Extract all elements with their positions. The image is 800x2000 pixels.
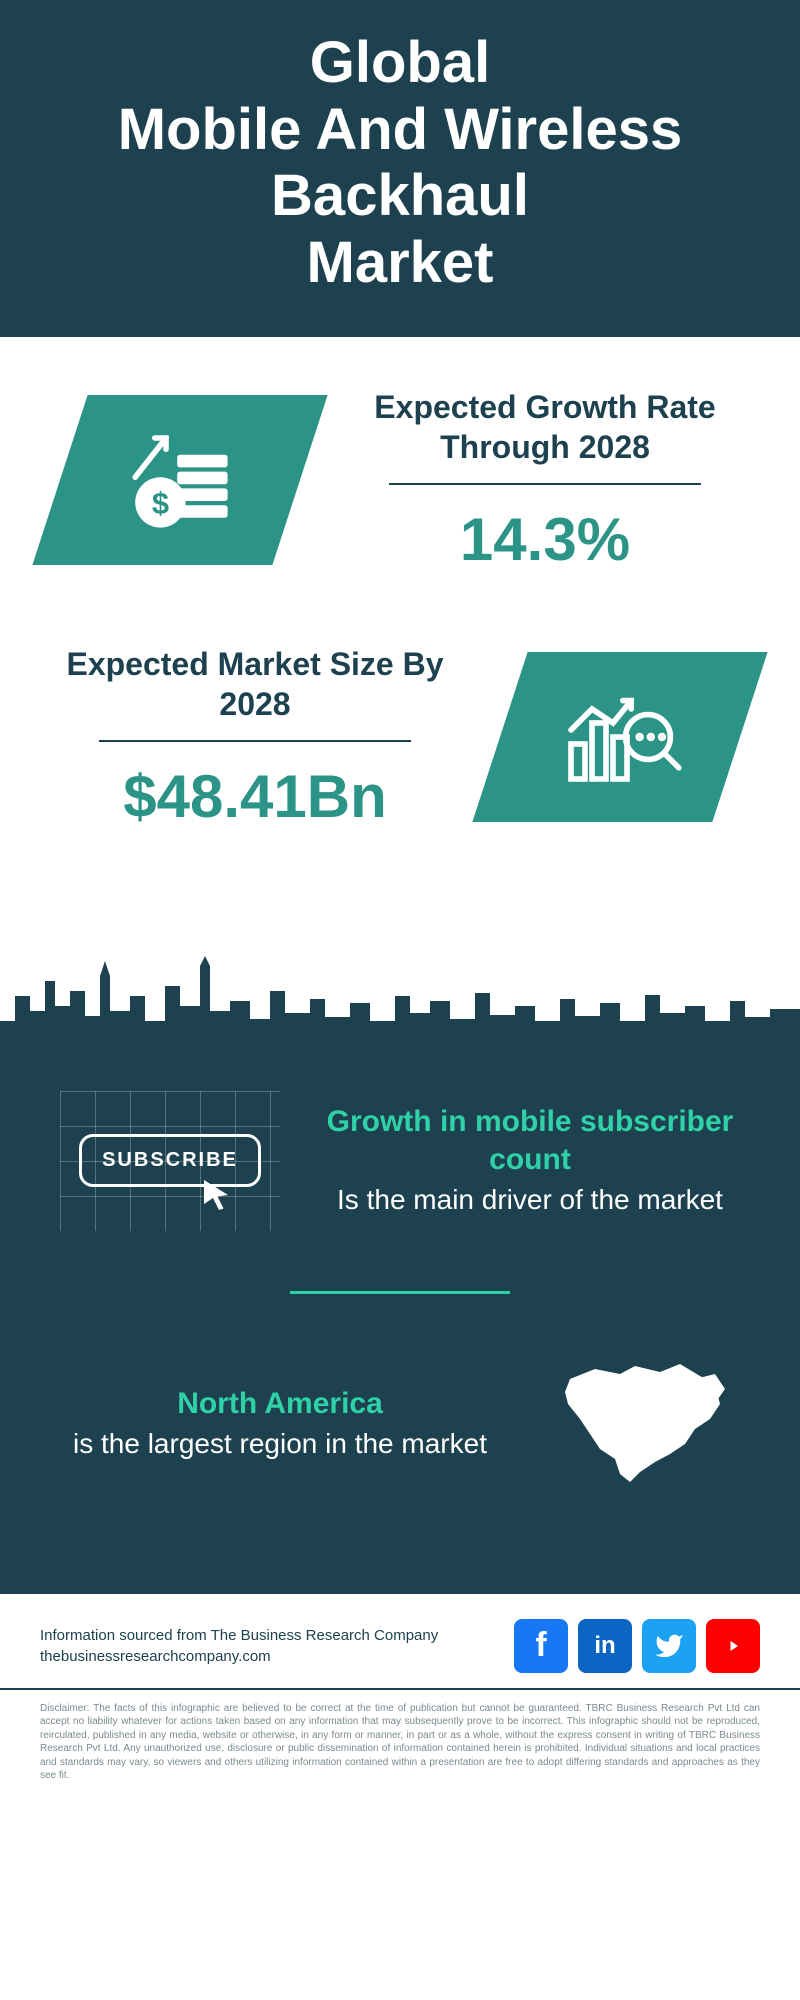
north-america-map xyxy=(540,1354,740,1494)
facebook-icon[interactable]: f xyxy=(514,1619,568,1673)
subscribe-graphic: SUBSCRIBE xyxy=(60,1091,280,1231)
region-row: North America is the largest region in t… xyxy=(60,1314,740,1534)
stat-label: Expected Market Size By 2028 xyxy=(60,644,450,742)
stats-section: $ Expected Growth Rate Through 2028 14.3… xyxy=(0,337,800,931)
footer-source: Information sourced from The Business Re… xyxy=(40,1625,438,1667)
cursor-icon xyxy=(198,1177,234,1213)
page-title: Global Mobile And Wireless Backhaul Mark… xyxy=(20,30,780,297)
growth-icon-box: $ xyxy=(32,395,327,565)
region-headline: North America xyxy=(60,1385,500,1423)
section-divider xyxy=(290,1291,510,1294)
skyline-graphic xyxy=(0,931,800,1051)
stat-label: Expected Growth Rate Through 2028 xyxy=(350,387,740,485)
dark-section: SUBSCRIBE Growth in mobile subscriber co… xyxy=(0,931,800,1594)
header: Global Mobile And Wireless Backhaul Mark… xyxy=(0,0,800,337)
stat-growth-rate: $ Expected Growth Rate Through 2028 14.3… xyxy=(60,387,740,574)
stat-market-size: Expected Market Size By 2028 $48.41Bn xyxy=(60,644,740,831)
footer: Information sourced from The Business Re… xyxy=(0,1594,800,1690)
linkedin-icon[interactable]: in xyxy=(578,1619,632,1673)
svg-text:$: $ xyxy=(152,486,169,521)
region-subtext: is the largest region in the market xyxy=(60,1426,500,1462)
analytics-icon xyxy=(550,667,690,807)
stat-value: $48.41Bn xyxy=(60,762,450,831)
stat-value: 14.3% xyxy=(350,505,740,574)
disclaimer-text: Disclaimer: The facts of this infographi… xyxy=(0,1690,800,1813)
driver-row: SUBSCRIBE Growth in mobile subscriber co… xyxy=(60,1051,740,1271)
coins-arrow-icon: $ xyxy=(110,410,250,550)
analytics-icon-box xyxy=(472,652,767,822)
youtube-icon[interactable] xyxy=(706,1619,760,1673)
driver-subtext: Is the main driver of the market xyxy=(320,1182,740,1218)
social-links: f in xyxy=(514,1619,760,1673)
driver-headline: Growth in mobile subscriber count xyxy=(320,1103,740,1178)
twitter-icon[interactable] xyxy=(642,1619,696,1673)
